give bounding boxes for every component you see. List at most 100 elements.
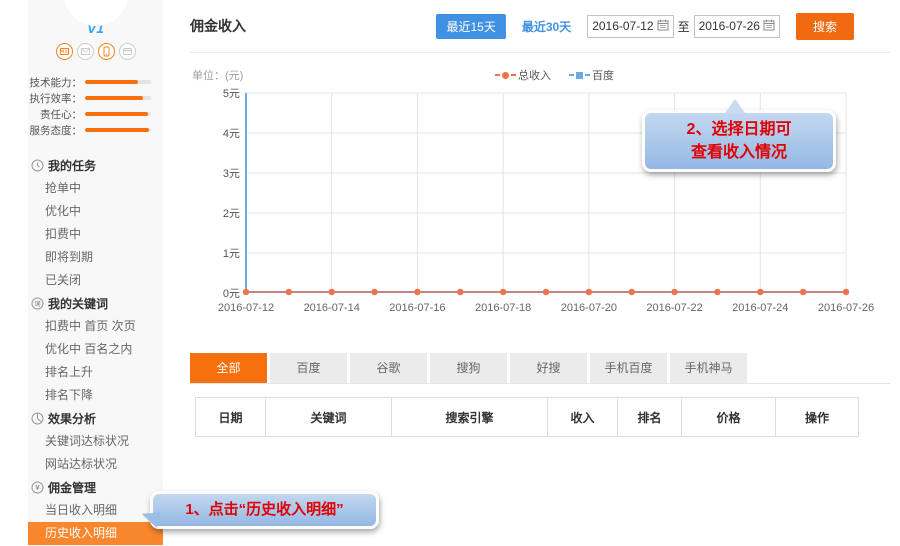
menu-section-label: 佣金管理	[48, 481, 97, 495]
legend-dash	[585, 74, 590, 76]
chart-legend: 总收入 百度	[495, 67, 614, 83]
sidebar-item[interactable]: 已关闭	[45, 273, 82, 287]
profile-icon-row	[28, 43, 163, 60]
date-range-separator: 至	[677, 19, 690, 34]
calendar-icon	[657, 19, 669, 34]
clock-icon	[31, 159, 44, 172]
skill-bar-fill	[85, 80, 138, 84]
tab-手机百度[interactable]: 手机百度	[590, 353, 667, 383]
legend-dash	[511, 74, 516, 76]
svg-text:0元: 0元	[223, 288, 240, 300]
income-line-chart: 0元 1元 2元 3元 4元 5元 2016-07-12 2016-07-14 2016-07-…	[218, 88, 874, 314]
skill-label: 技术能力：	[29, 76, 83, 89]
svg-text:2016-07-20: 2016-07-20	[561, 302, 617, 314]
table-header-cell: 排名	[617, 397, 682, 437]
word-icon: 词	[31, 297, 44, 310]
menu-section-label: 效果分析	[48, 412, 97, 426]
skill-bar-fill	[85, 128, 150, 132]
sidebar-item[interactable]: 优化中	[45, 204, 82, 218]
skill-row: 责任心：	[28, 106, 163, 122]
sidebar-item[interactable]: 历史收入明细	[28, 522, 163, 545]
legend-dash	[569, 74, 574, 76]
page-title: 佣金收入	[190, 18, 246, 34]
sidebar-item[interactable]: 当日收入明细	[45, 503, 118, 517]
skill-label: 责任心：	[40, 108, 82, 121]
chart-unit-label: 单位：(元)	[192, 70, 244, 82]
menu-section-我的关键词[interactable]: 词我的关键词	[28, 292, 163, 315]
annotation-step2-line2: 查看收入情况	[690, 144, 787, 162]
engine-tabs: 全部 百度 谷歌 搜狗 好搜 手机百度 手机神马	[190, 353, 890, 384]
legend-label: 总收入	[518, 70, 551, 82]
svg-text:2016-07-14: 2016-07-14	[304, 302, 360, 314]
pie-icon	[31, 412, 44, 425]
table-header-cell: 操作	[775, 397, 859, 437]
phone-icon	[97, 43, 115, 60]
skill-row: 执行效率：	[28, 90, 163, 106]
tab-百度[interactable]: 百度	[270, 353, 347, 383]
skill-bar-fill	[85, 96, 144, 100]
tab-全部[interactable]: 全部	[190, 353, 267, 383]
legend-marker	[502, 71, 509, 79]
date-to-value: 2016-07-26	[698, 19, 760, 33]
main-content: 佣金收入 最近15天 最近30天 2016-07-12 至 2016-07-26…	[190, 0, 890, 546]
svg-text:4元: 4元	[223, 128, 240, 140]
mail-icon	[76, 43, 94, 60]
legend-dash	[495, 74, 500, 76]
legend-item-百度[interactable]: 百度	[569, 67, 614, 83]
annotation-step1: 1、点击“历史收入明细”	[150, 491, 379, 529]
menu-section-佣金管理[interactable]: ¥ 佣金管理	[28, 476, 163, 499]
date-from-input[interactable]: 2016-07-12	[587, 14, 674, 38]
svg-text:2016-07-12: 2016-07-12	[218, 302, 274, 314]
bank-card-icon	[118, 43, 136, 60]
date-to-input[interactable]: 2016-07-26	[693, 14, 780, 38]
svg-text:2元: 2元	[223, 208, 240, 220]
skill-bar	[85, 80, 151, 84]
menu-section-效果分析[interactable]: 效果分析	[28, 407, 163, 430]
svg-text:2016-07-22: 2016-07-22	[646, 302, 702, 314]
table-header-cell: 关键词	[265, 397, 392, 437]
svg-text:¥: ¥	[35, 483, 40, 492]
legend-marker	[576, 71, 583, 79]
svg-text:2016-07-24: 2016-07-24	[732, 302, 788, 314]
skill-row: 服务态度：	[28, 122, 163, 138]
svg-text:1元: 1元	[223, 248, 240, 260]
calendar-icon	[763, 19, 775, 34]
sidebar-item[interactable]: 排名下降	[45, 388, 94, 402]
menu-section-label: 我的关键词	[48, 297, 109, 311]
skill-bar	[85, 112, 151, 116]
tab-好搜[interactable]: 好搜	[510, 353, 587, 383]
svg-text:2016-07-18: 2016-07-18	[475, 302, 531, 314]
skill-bar	[85, 96, 151, 100]
tab-谷歌[interactable]: 谷歌	[350, 353, 427, 383]
tab-手机神马[interactable]: 手机神马	[670, 353, 747, 383]
table-header-cell: 价格	[681, 397, 776, 437]
date-from-value: 2016-07-12	[592, 19, 654, 33]
sidebar-item[interactable]: 扣费中	[45, 227, 82, 241]
menu-section-我的任务[interactable]: 我的任务	[28, 154, 163, 177]
sidebar-item[interactable]: 网站达标状况	[45, 457, 118, 471]
search-button[interactable]: 搜索	[795, 12, 854, 40]
sidebar-item[interactable]: 优化中 百名之内	[45, 342, 133, 356]
skill-label: 执行效率：	[29, 92, 83, 105]
sidebar-item[interactable]: 即将到期	[45, 250, 94, 264]
menu-section-label: 我的任务	[48, 159, 97, 173]
tab-搜狗[interactable]: 搜狗	[430, 353, 507, 383]
table-header-cell: 日期	[195, 397, 266, 437]
table-header-cell: 收入	[547, 397, 618, 437]
sidebar-item[interactable]: 排名上升	[45, 365, 94, 379]
sidebar-item[interactable]: 扣费中 首页 次页	[45, 319, 136, 333]
legend-item-总收入[interactable]: 总收入	[495, 67, 551, 83]
last-15-days-button[interactable]: 最近15天	[436, 13, 506, 39]
yen-icon: ¥	[31, 481, 44, 494]
svg-text:5元: 5元	[223, 88, 240, 100]
sidebar-item[interactable]: 抢单中	[45, 181, 82, 195]
income-table: 日期 关键词 搜索引擎 收入 排名 价格 操作	[195, 397, 859, 437]
income-chart-section: 单位：(元) 总收入 百度 0元 1元 2元 3元 4元 5元 2016-07-12 2016-…	[190, 53, 890, 353]
skill-row: 技术能力：	[28, 74, 163, 90]
table-header-row: 日期 关键词 搜索引擎 收入 排名 价格 操作	[195, 397, 859, 437]
skill-label: 服务态度：	[29, 124, 83, 137]
last-30-days-link[interactable]: 最近30天	[521, 19, 572, 34]
sidebar-menu: 我的任务 抢单中 优化中 扣费中 即将到期 已关闭词我的关键词 扣费中 首页 次页 优化中 百…	[28, 154, 163, 545]
sidebar: V1 技术能力： 执行效率： 责任心： 服务态度： 我的任务 抢单中 优化中 扣费中 即将到期…	[28, 0, 163, 546]
sidebar-item[interactable]: 关键词达标状况	[45, 434, 130, 448]
